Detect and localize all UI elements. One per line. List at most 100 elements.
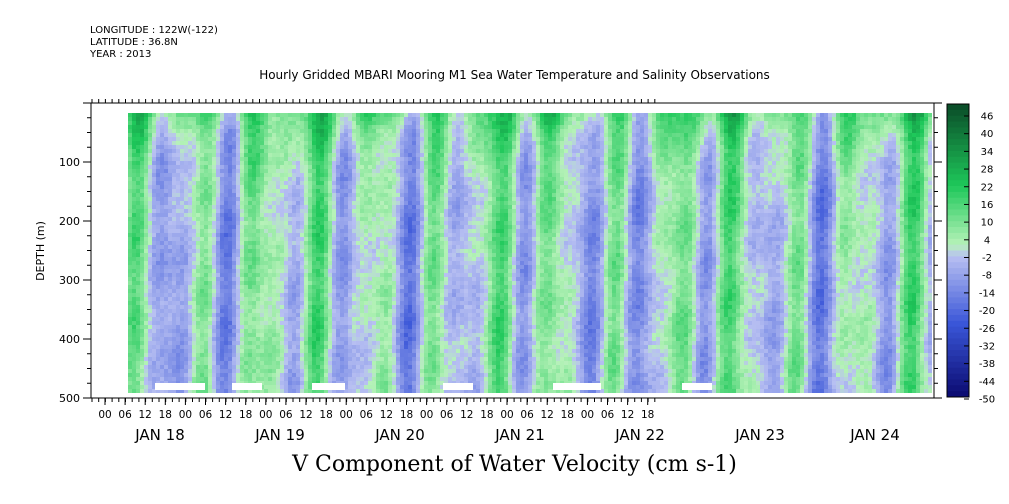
heatmap-cell: [288, 141, 292, 145]
heatmap-cell: [220, 193, 224, 197]
heatmap-cell: [340, 249, 344, 253]
heatmap-cell: [384, 329, 388, 333]
heatmap-cell: [184, 301, 188, 305]
heatmap-cell: [308, 165, 312, 169]
heatmap-cell: [364, 193, 368, 197]
heatmap-cell: [220, 185, 224, 189]
heatmap-cell: [128, 305, 132, 309]
heatmap-cell: [332, 309, 336, 313]
heatmap-cell: [284, 277, 288, 281]
heatmap-cell: [220, 361, 224, 365]
heatmap-cell: [408, 273, 412, 277]
heatmap-cell: [292, 185, 296, 189]
heatmap-cell: [260, 329, 264, 333]
heatmap-cell: [176, 225, 180, 229]
heatmap-cell: [156, 213, 160, 217]
heatmap-cell: [408, 153, 412, 157]
heatmap-cell: [404, 285, 408, 289]
heatmap-cell: [148, 353, 152, 357]
heatmap-cell: [308, 209, 312, 213]
heatmap-cell: [316, 389, 320, 393]
heatmap-cell: [248, 301, 252, 305]
heatmap-cell: [252, 353, 256, 357]
heatmap-cell: [184, 153, 188, 157]
heatmap-cell: [268, 145, 272, 149]
heatmap-cell: [360, 125, 364, 129]
heatmap-cell: [232, 333, 236, 337]
heatmap-cell: [376, 185, 380, 189]
heatmap-cell: [364, 197, 368, 201]
heatmap-cell: [400, 221, 404, 225]
heatmap-cell: [152, 349, 156, 353]
heatmap-cell: [356, 293, 360, 297]
heatmap-cell: [252, 125, 256, 129]
heatmap-cell: [220, 153, 224, 157]
heatmap-cell: [336, 197, 340, 201]
heatmap-cell: [408, 345, 412, 349]
heatmap-cell: [376, 129, 380, 133]
heatmap-cell: [132, 209, 136, 213]
heatmap-cell: [140, 189, 144, 193]
heatmap-cell: [348, 117, 352, 121]
heatmap-cell: [364, 249, 368, 253]
heatmap-cell: [244, 269, 248, 273]
heatmap-cell: [184, 329, 188, 333]
heatmap-cell: [168, 281, 172, 285]
heatmap-cell: [196, 137, 200, 141]
heatmap-cell: [268, 161, 272, 165]
heatmap-cell: [288, 117, 292, 121]
heatmap-cell: [320, 313, 324, 317]
heatmap-cell: [256, 213, 260, 217]
heatmap-cell: [356, 241, 360, 245]
heatmap-cell: [172, 229, 176, 233]
heatmap-cell: [224, 133, 228, 137]
heatmap-cell: [348, 201, 352, 205]
heatmap-cell: [220, 261, 224, 265]
heatmap-cell: [216, 185, 220, 189]
heatmap-cell: [152, 157, 156, 161]
heatmap-cell: [244, 253, 248, 257]
heatmap-cell: [140, 225, 144, 229]
heatmap-cell: [356, 125, 360, 129]
heatmap-cell: [192, 257, 196, 261]
heatmap-cell: [216, 281, 220, 285]
heatmap-cell: [380, 341, 384, 345]
heatmap-cell: [304, 309, 308, 313]
heatmap-cell: [216, 165, 220, 169]
heatmap-cell: [348, 249, 352, 253]
heatmap-cell: [156, 113, 160, 117]
heatmap-cell: [220, 333, 224, 337]
heatmap-cell: [268, 185, 272, 189]
heatmap-cell: [256, 293, 260, 297]
heatmap-cell: [320, 249, 324, 253]
heatmap-cell: [264, 265, 268, 269]
heatmap-cell: [404, 305, 408, 309]
heatmap-cell: [224, 177, 228, 181]
heatmap-cell: [176, 361, 180, 365]
heatmap-cell: [364, 241, 368, 245]
heatmap-cell: [332, 329, 336, 333]
heatmap-cell: [244, 233, 248, 237]
heatmap-cell: [152, 337, 156, 341]
heatmap-cell: [244, 293, 248, 297]
heatmap-cell: [164, 229, 168, 233]
heatmap-cell: [204, 241, 208, 245]
heatmap-cell: [312, 369, 316, 373]
heatmap-cell: [304, 193, 308, 197]
heatmap-cell: [252, 337, 256, 341]
heatmap-cell: [192, 369, 196, 373]
heatmap-cell: [316, 125, 320, 129]
heatmap-cell: [340, 293, 344, 297]
heatmap-cell: [216, 245, 220, 249]
heatmap-cell: [212, 297, 216, 301]
heatmap-cell: [188, 277, 192, 281]
heatmap-cell: [292, 281, 296, 285]
heatmap-cell: [136, 369, 140, 373]
heatmap-cell: [216, 153, 220, 157]
heatmap-cell: [140, 169, 144, 173]
heatmap-cell: [132, 129, 136, 133]
heatmap-cell: [348, 261, 352, 265]
heatmap-cell: [144, 149, 148, 153]
heatmap-cell: [308, 225, 312, 229]
heatmap-cell: [216, 349, 220, 353]
